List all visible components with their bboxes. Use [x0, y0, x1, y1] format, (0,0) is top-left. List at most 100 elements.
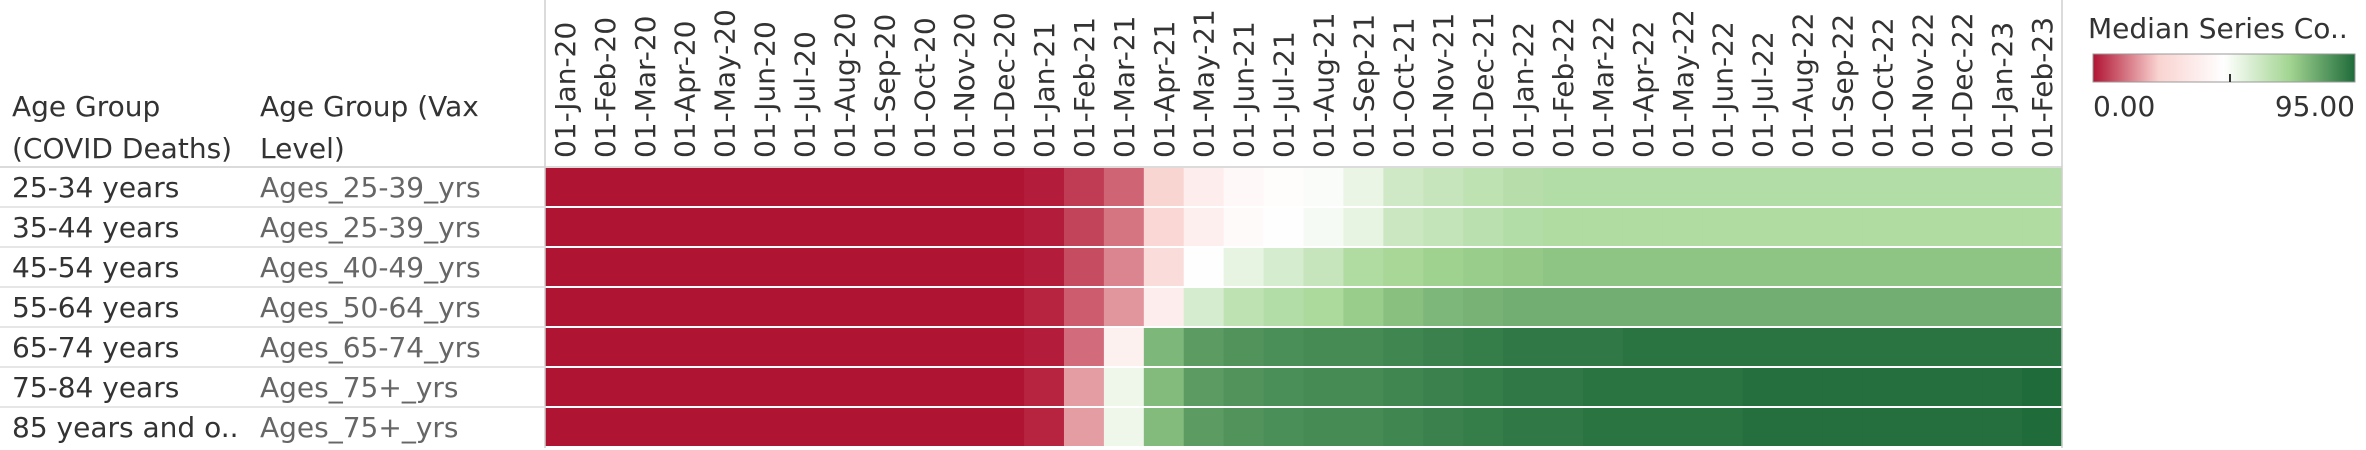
heatmap-cell [1742, 328, 1784, 366]
heatmap-cell [1822, 168, 1863, 206]
x-tick-label: 01-Sep-21 [1347, 14, 1380, 158]
x-tick-label: 01-Feb-23 [2026, 17, 2059, 158]
heatmap-cell [1024, 288, 1065, 326]
heatmap-cell [1463, 288, 1504, 326]
row-label-vax-level: Ages_25-39_yrs [260, 211, 481, 244]
heatmap-cell [1942, 328, 1983, 366]
heatmap-cell [824, 408, 865, 446]
row-label-vax-level: Ages_25-39_yrs [260, 171, 481, 204]
heatmap-cell [1103, 168, 1145, 206]
x-tick-label: 01-Feb-22 [1547, 17, 1580, 158]
heatmap-cell [824, 168, 865, 206]
heatmap-cell [1383, 368, 1424, 406]
heatmap-cell [584, 328, 626, 366]
heatmap-cell [1822, 288, 1863, 326]
heatmap-cell [1183, 368, 1225, 406]
row-labels: 25-34 years Ages_25-39_yrs 35-44 years Ages… [12, 171, 481, 444]
x-tick-label: 01-Jun-20 [749, 21, 782, 158]
heatmap-cell [784, 168, 826, 206]
heatmap-cell [1822, 328, 1863, 366]
heatmap-cell [1303, 288, 1345, 326]
heatmap-cell [704, 328, 746, 366]
x-tick-label: 01-Aug-20 [828, 12, 861, 158]
heatmap-cell [624, 248, 666, 286]
heatmap-cell [1543, 248, 1584, 286]
heatmap-cell [584, 248, 626, 286]
heatmap-cell [1063, 288, 1105, 326]
heatmap-cell [1982, 168, 2023, 206]
heatmap-cell [584, 168, 626, 206]
heatmap-cell [664, 328, 706, 366]
row-label-age-group: 55-64 years [12, 291, 179, 324]
x-tick-label: 01-Aug-22 [1787, 12, 1820, 158]
heatmap-cell [904, 168, 945, 206]
row-label-age-group: 35-44 years [12, 211, 179, 244]
x-tick-label: 01-Jul-22 [1747, 31, 1780, 158]
heatmap-cell [944, 368, 985, 406]
x-tick-label: 01-Mar-20 [629, 15, 662, 158]
heatmap-cell [1902, 328, 1943, 366]
heatmap-cell [944, 408, 985, 446]
heatmap-cell [1902, 368, 1943, 406]
heatmap-cell [1183, 408, 1225, 446]
heatmap-cell [1662, 168, 1704, 206]
heatmap-cell [1343, 288, 1384, 326]
heatmap-cell [1702, 208, 1744, 246]
heatmap-cell [1263, 408, 1305, 446]
heatmap-cell [545, 328, 586, 366]
heatmap-cell [1782, 248, 1824, 286]
legend: Median Series Co.. 0.00 95.00 [2088, 12, 2356, 123]
heatmap-cell [1543, 168, 1584, 206]
heatmap-cell [664, 248, 706, 286]
x-tick-label: 01-Apr-20 [669, 21, 702, 159]
heatmap-cell [1223, 368, 1265, 406]
heatmap-cell [1942, 368, 1983, 406]
heatmap-cell [744, 408, 786, 446]
heatmap-cell [1742, 208, 1784, 246]
heatmap-cell [744, 288, 786, 326]
heatmap-cell [1902, 408, 1943, 446]
heatmap-cell [1782, 328, 1824, 366]
heatmap-cell [1862, 168, 1903, 206]
heatmap-cell [1024, 368, 1065, 406]
heatmap-cell [904, 208, 945, 246]
heatmap-cell [1543, 328, 1584, 366]
heatmap-cell [545, 288, 586, 326]
row-label-vax-level: Ages_75+_yrs [260, 371, 459, 404]
heatmap-cell [1383, 168, 1424, 206]
x-tick-label: 01-Sep-22 [1826, 14, 1859, 158]
heatmap-cell [1582, 248, 1624, 286]
x-tick-label: 01-Dec-20 [988, 12, 1021, 158]
legend-min-label: 0.00 [2093, 90, 2155, 123]
row-label-age-group: 75-84 years [12, 371, 179, 404]
x-tick-label: 01-Jan-21 [1028, 22, 1061, 158]
heatmap-cells [545, 168, 2063, 446]
heatmap-cell [984, 208, 1025, 246]
heatmap-cell [1582, 288, 1624, 326]
heatmap-cell [824, 248, 865, 286]
heatmap-cell [1263, 208, 1305, 246]
heatmap-cell [784, 368, 826, 406]
row-label-vax-level: Ages_50-64_yrs [260, 291, 481, 324]
heatmap-cell [744, 328, 786, 366]
heatmap-cell [624, 368, 666, 406]
heatmap-cell [545, 248, 586, 286]
heatmap-cell [1622, 368, 1664, 406]
heatmap-cell [1024, 328, 1065, 366]
heatmap-cell [824, 288, 865, 326]
heatmap-cell [1622, 328, 1664, 366]
heatmap-cell [1143, 248, 1185, 286]
heatmap-cell [1183, 328, 1225, 366]
heatmap-cell [1942, 288, 1983, 326]
x-tick-label: 01-Mar-21 [1108, 15, 1141, 158]
heatmap-cell [1143, 288, 1185, 326]
heatmap-cell [1503, 248, 1544, 286]
heatmap-cell [1942, 248, 1983, 286]
heatmap-cell [784, 328, 826, 366]
x-tick-label: 01-Jul-21 [1268, 31, 1301, 158]
heatmap-cell [1263, 248, 1305, 286]
heatmap-cell [1223, 408, 1265, 446]
x-tick-label: 01-May-22 [1667, 9, 1700, 158]
heatmap-cell [1223, 328, 1265, 366]
heatmap-cell [1862, 408, 1903, 446]
